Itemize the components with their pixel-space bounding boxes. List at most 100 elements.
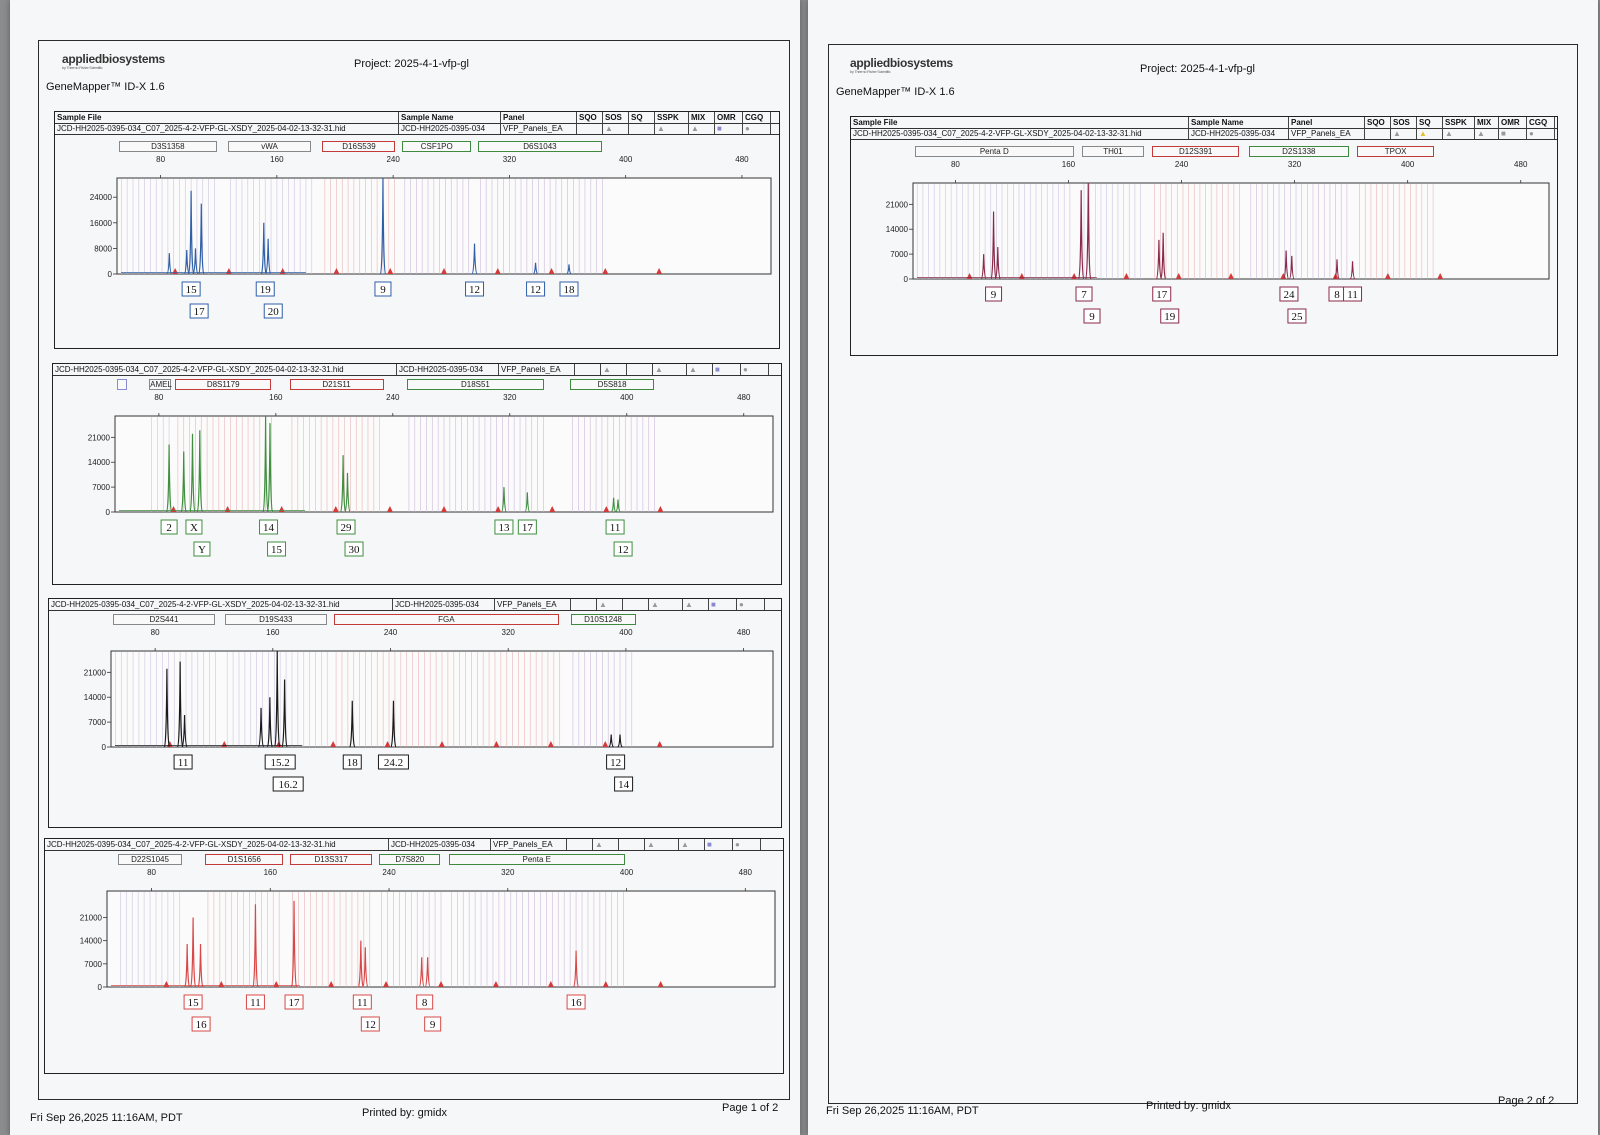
peak (344, 472, 351, 513)
size-standard-marker (602, 741, 609, 747)
sq-flag-icon (619, 839, 645, 850)
allele-call-label: 9 (380, 284, 386, 296)
omr-flag-icon: ■ (715, 123, 743, 134)
allele-call-label: 19 (260, 284, 272, 296)
peak (188, 190, 195, 275)
allele-call-box (1083, 308, 1101, 324)
peak (617, 734, 623, 748)
y-tick-label: 7000 (88, 718, 106, 727)
size-standard-marker (383, 981, 390, 987)
y-tick-label: 0 (98, 983, 103, 992)
allele-call-box (336, 519, 356, 535)
peak (608, 734, 614, 748)
peak (349, 700, 356, 748)
panel-value: VFP_Panels_EA (1289, 128, 1365, 139)
allele-call-label: 17 (194, 306, 206, 318)
cgq-flag-icon: ● (733, 839, 761, 850)
y-tick-label: 21000 (80, 913, 103, 922)
footer-date: Fri Sep 26,2025 11:16AM, PDT (30, 1112, 183, 1124)
x-tick-label: 400 (620, 868, 634, 877)
allele-call-box (566, 994, 586, 1010)
y-tick-label: 0 (102, 743, 107, 752)
allele-call-box (352, 994, 372, 1010)
x-tick-label: 160 (269, 393, 283, 402)
locus-penta-e: Penta E (448, 854, 625, 865)
size-standard-marker (548, 268, 555, 274)
mix-flag-icon: ▲ (679, 839, 705, 850)
allele-call-label: 30 (349, 544, 361, 556)
mix-flag-icon: ▲ (687, 364, 713, 375)
allele-call-box (1279, 286, 1299, 302)
peak (471, 243, 478, 275)
locus-vwa: vWA (228, 141, 312, 152)
y-tick-label: 0 (904, 275, 909, 284)
footer-printed-by: Printed by: gmidx (1146, 1100, 1231, 1112)
size-standard-marker (602, 981, 609, 987)
locus-d6s1043: D6S1043 (477, 141, 602, 152)
peak (379, 177, 387, 275)
peak (266, 423, 274, 513)
x-tick-label: 160 (264, 868, 278, 877)
peak (524, 492, 531, 513)
electropherogram-blue: 80 160 240 320 400 480 0 8000 16000 24000 15 17 19 20… (90, 155, 772, 319)
allele-call-box (284, 994, 304, 1010)
allele-call-label: 11 (1347, 289, 1358, 301)
size-standard-marker (441, 506, 447, 512)
allele-call-label: 16 (571, 997, 583, 1009)
peak (266, 697, 273, 748)
peak (990, 211, 997, 280)
size-standard-marker (438, 981, 444, 987)
peak (198, 203, 205, 275)
x-tick-label: 80 (156, 155, 165, 164)
allele-call-box (465, 281, 485, 297)
size-standard-marker (656, 741, 663, 747)
locus-tpox: TPOX (1357, 146, 1434, 157)
allele-call-label: 11 (357, 997, 368, 1009)
x-tick-label: 320 (503, 393, 517, 402)
allele-call-box (606, 754, 626, 770)
allele-call-label: 7 (1081, 289, 1087, 301)
locus-d8s1179: D8S1179 (175, 379, 271, 390)
x-tick-label: 240 (386, 155, 400, 164)
y-tick-label: 21000 (88, 433, 111, 442)
electropherogram-panel-blue: Sample File Sample Name Panel SQO SOS SQ… (54, 111, 780, 349)
allele-call-box (272, 776, 304, 792)
allele-call-label: 24 (1283, 289, 1295, 301)
locus-d3s1358: D3S1358 (119, 141, 217, 152)
x-tick-label: 80 (147, 868, 156, 877)
size-standard-marker (657, 506, 664, 512)
allele-call-label: 2 (166, 522, 172, 534)
peak (1288, 255, 1295, 280)
size-standard-marker (386, 506, 393, 512)
peak (262, 415, 269, 513)
peak (177, 661, 184, 748)
x-tick-label: 240 (384, 628, 398, 637)
x-tick-label: 480 (1514, 160, 1528, 169)
allele-call-box (985, 286, 1003, 302)
locus-d2s441: D2S441 (113, 614, 215, 625)
y-tick-label: 0 (106, 508, 111, 517)
sos-flag-icon: ▲ (603, 123, 629, 134)
allele-call-box (189, 303, 209, 319)
allele-call-box (264, 754, 296, 770)
peak (183, 249, 190, 275)
electropherogram-black: 80 160 240 320 400 480 0 7000 14000 21000 11 15.2 16… (84, 628, 774, 792)
size-standard-marker (494, 268, 501, 274)
allele-call-label: 12 (618, 544, 629, 556)
footer-printed-by: Printed by: gmidx (362, 1107, 447, 1119)
sspk-flag-icon: ▲ (653, 364, 687, 375)
y-tick-label: 7000 (92, 483, 110, 492)
app-name: GeneMapper™ ID-X 1.6 (836, 86, 955, 98)
peak (180, 451, 187, 513)
y-tick-label: 7000 (84, 960, 102, 969)
footer-page-number: Page 2 of 2 (1498, 1095, 1555, 1107)
locus-d16s539: D16S539 (322, 141, 396, 152)
electropherogram-panel-purple: Sample File Sample Name Panel SQO SOS SQ… (850, 116, 1558, 356)
allele-call-box (255, 281, 275, 297)
size-standard-marker (330, 741, 337, 747)
allele-call-box (613, 541, 633, 557)
peak (190, 917, 197, 988)
peak (1160, 232, 1167, 280)
peak (184, 943, 191, 988)
peak (274, 650, 281, 748)
